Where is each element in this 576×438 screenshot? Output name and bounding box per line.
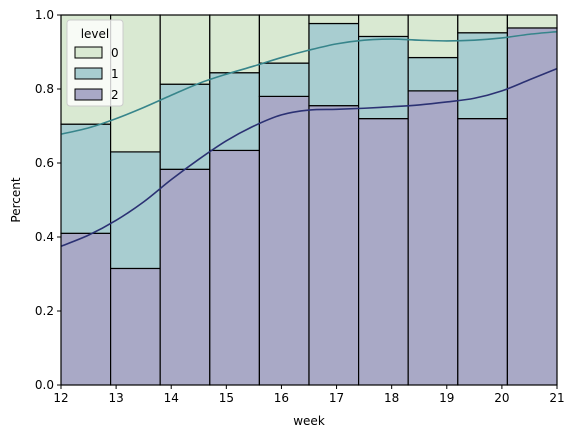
y-tick-label: 0.4 bbox=[35, 230, 54, 244]
legend-box bbox=[66, 19, 124, 107]
x-axis-ticks: 12 13 14 15 16 17 18 19 20 21 bbox=[53, 385, 565, 405]
bar-level-1-bin-2 bbox=[159, 83, 211, 170]
x-tick-label: 12 bbox=[53, 391, 68, 405]
kde-curve-level-2 bbox=[60, 67, 558, 247]
bar-level-1-bin-6 bbox=[358, 35, 409, 120]
x-tick-label: 17 bbox=[329, 391, 344, 405]
bar-level-2-bin-5 bbox=[308, 105, 360, 386]
legend-title: level bbox=[81, 27, 110, 41]
legend: level 0 1 2 bbox=[66, 19, 124, 107]
x-tick-label: 19 bbox=[439, 391, 454, 405]
x-tick-label: 21 bbox=[549, 391, 564, 405]
bar-level-0-bin-2 bbox=[159, 14, 211, 85]
bar-level-2-bin-1 bbox=[109, 267, 161, 386]
bar-level-2-bin-2 bbox=[159, 168, 211, 386]
bar-level-2-bin-7 bbox=[407, 90, 459, 386]
kde-curve-level-1 bbox=[60, 30, 558, 135]
legend-label-level-0: 0 bbox=[111, 46, 119, 60]
legend-entries: 0 1 2 bbox=[74, 46, 119, 102]
y-axis-label: Percent bbox=[9, 177, 23, 222]
kde-curves-layer bbox=[60, 30, 558, 247]
bar-level-0-bin-7 bbox=[407, 14, 459, 59]
x-tick-label: 18 bbox=[384, 391, 399, 405]
y-tick-label: 0.2 bbox=[35, 304, 54, 318]
bar-level-2-bin-4 bbox=[258, 95, 310, 386]
bar-level-0-bin-6 bbox=[358, 14, 409, 38]
x-tick-label: 16 bbox=[274, 391, 289, 405]
bar-level-2-bin-0 bbox=[60, 232, 112, 386]
bar-level-1-bin-7 bbox=[407, 56, 459, 92]
bar-level-0-bin-9 bbox=[506, 14, 558, 29]
bars-layer bbox=[60, 14, 558, 386]
y-tick-label: 0.8 bbox=[35, 82, 54, 96]
bar-level-1-bin-4 bbox=[258, 62, 310, 97]
y-axis-ticks: 0.0 0.2 0.4 0.6 0.8 1.0 bbox=[35, 8, 61, 392]
bar-level-1-bin-0 bbox=[60, 123, 112, 234]
y-tick-label: 0.6 bbox=[35, 156, 54, 170]
bar-level-2-bin-6 bbox=[358, 117, 409, 386]
y-tick-label: 1.0 bbox=[35, 8, 54, 22]
bar-level-1-bin-3 bbox=[209, 72, 261, 152]
legend-label-level-1: 1 bbox=[111, 67, 119, 81]
bar-level-1-bin-8 bbox=[457, 32, 508, 120]
bar-level-2-bin-9 bbox=[506, 27, 558, 386]
bar-level-0-bin-8 bbox=[457, 14, 508, 34]
x-tick-label: 13 bbox=[108, 391, 123, 405]
x-tick-label: 20 bbox=[494, 391, 509, 405]
y-tick-label: 0.0 bbox=[35, 378, 54, 392]
bar-level-1-bin-5 bbox=[308, 22, 360, 107]
x-tick-label: 14 bbox=[164, 391, 179, 405]
bar-level-0-bin-5 bbox=[308, 14, 360, 25]
x-axis-label: week bbox=[293, 414, 325, 428]
bar-level-2-bin-3 bbox=[209, 149, 261, 386]
bar-level-0-bin-3 bbox=[209, 14, 261, 74]
legend-swatch-level-1 bbox=[74, 67, 103, 80]
legend-label-level-2: 2 bbox=[111, 88, 119, 102]
bar-level-2-bin-8 bbox=[457, 117, 508, 386]
legend-swatch-level-0 bbox=[74, 46, 103, 59]
bar-level-0-bin-4 bbox=[258, 14, 310, 64]
plot-frame bbox=[60, 14, 558, 386]
legend-swatch-level-2 bbox=[74, 88, 103, 101]
bar-level-1-bin-1 bbox=[109, 151, 161, 270]
x-tick-label: 15 bbox=[219, 391, 234, 405]
